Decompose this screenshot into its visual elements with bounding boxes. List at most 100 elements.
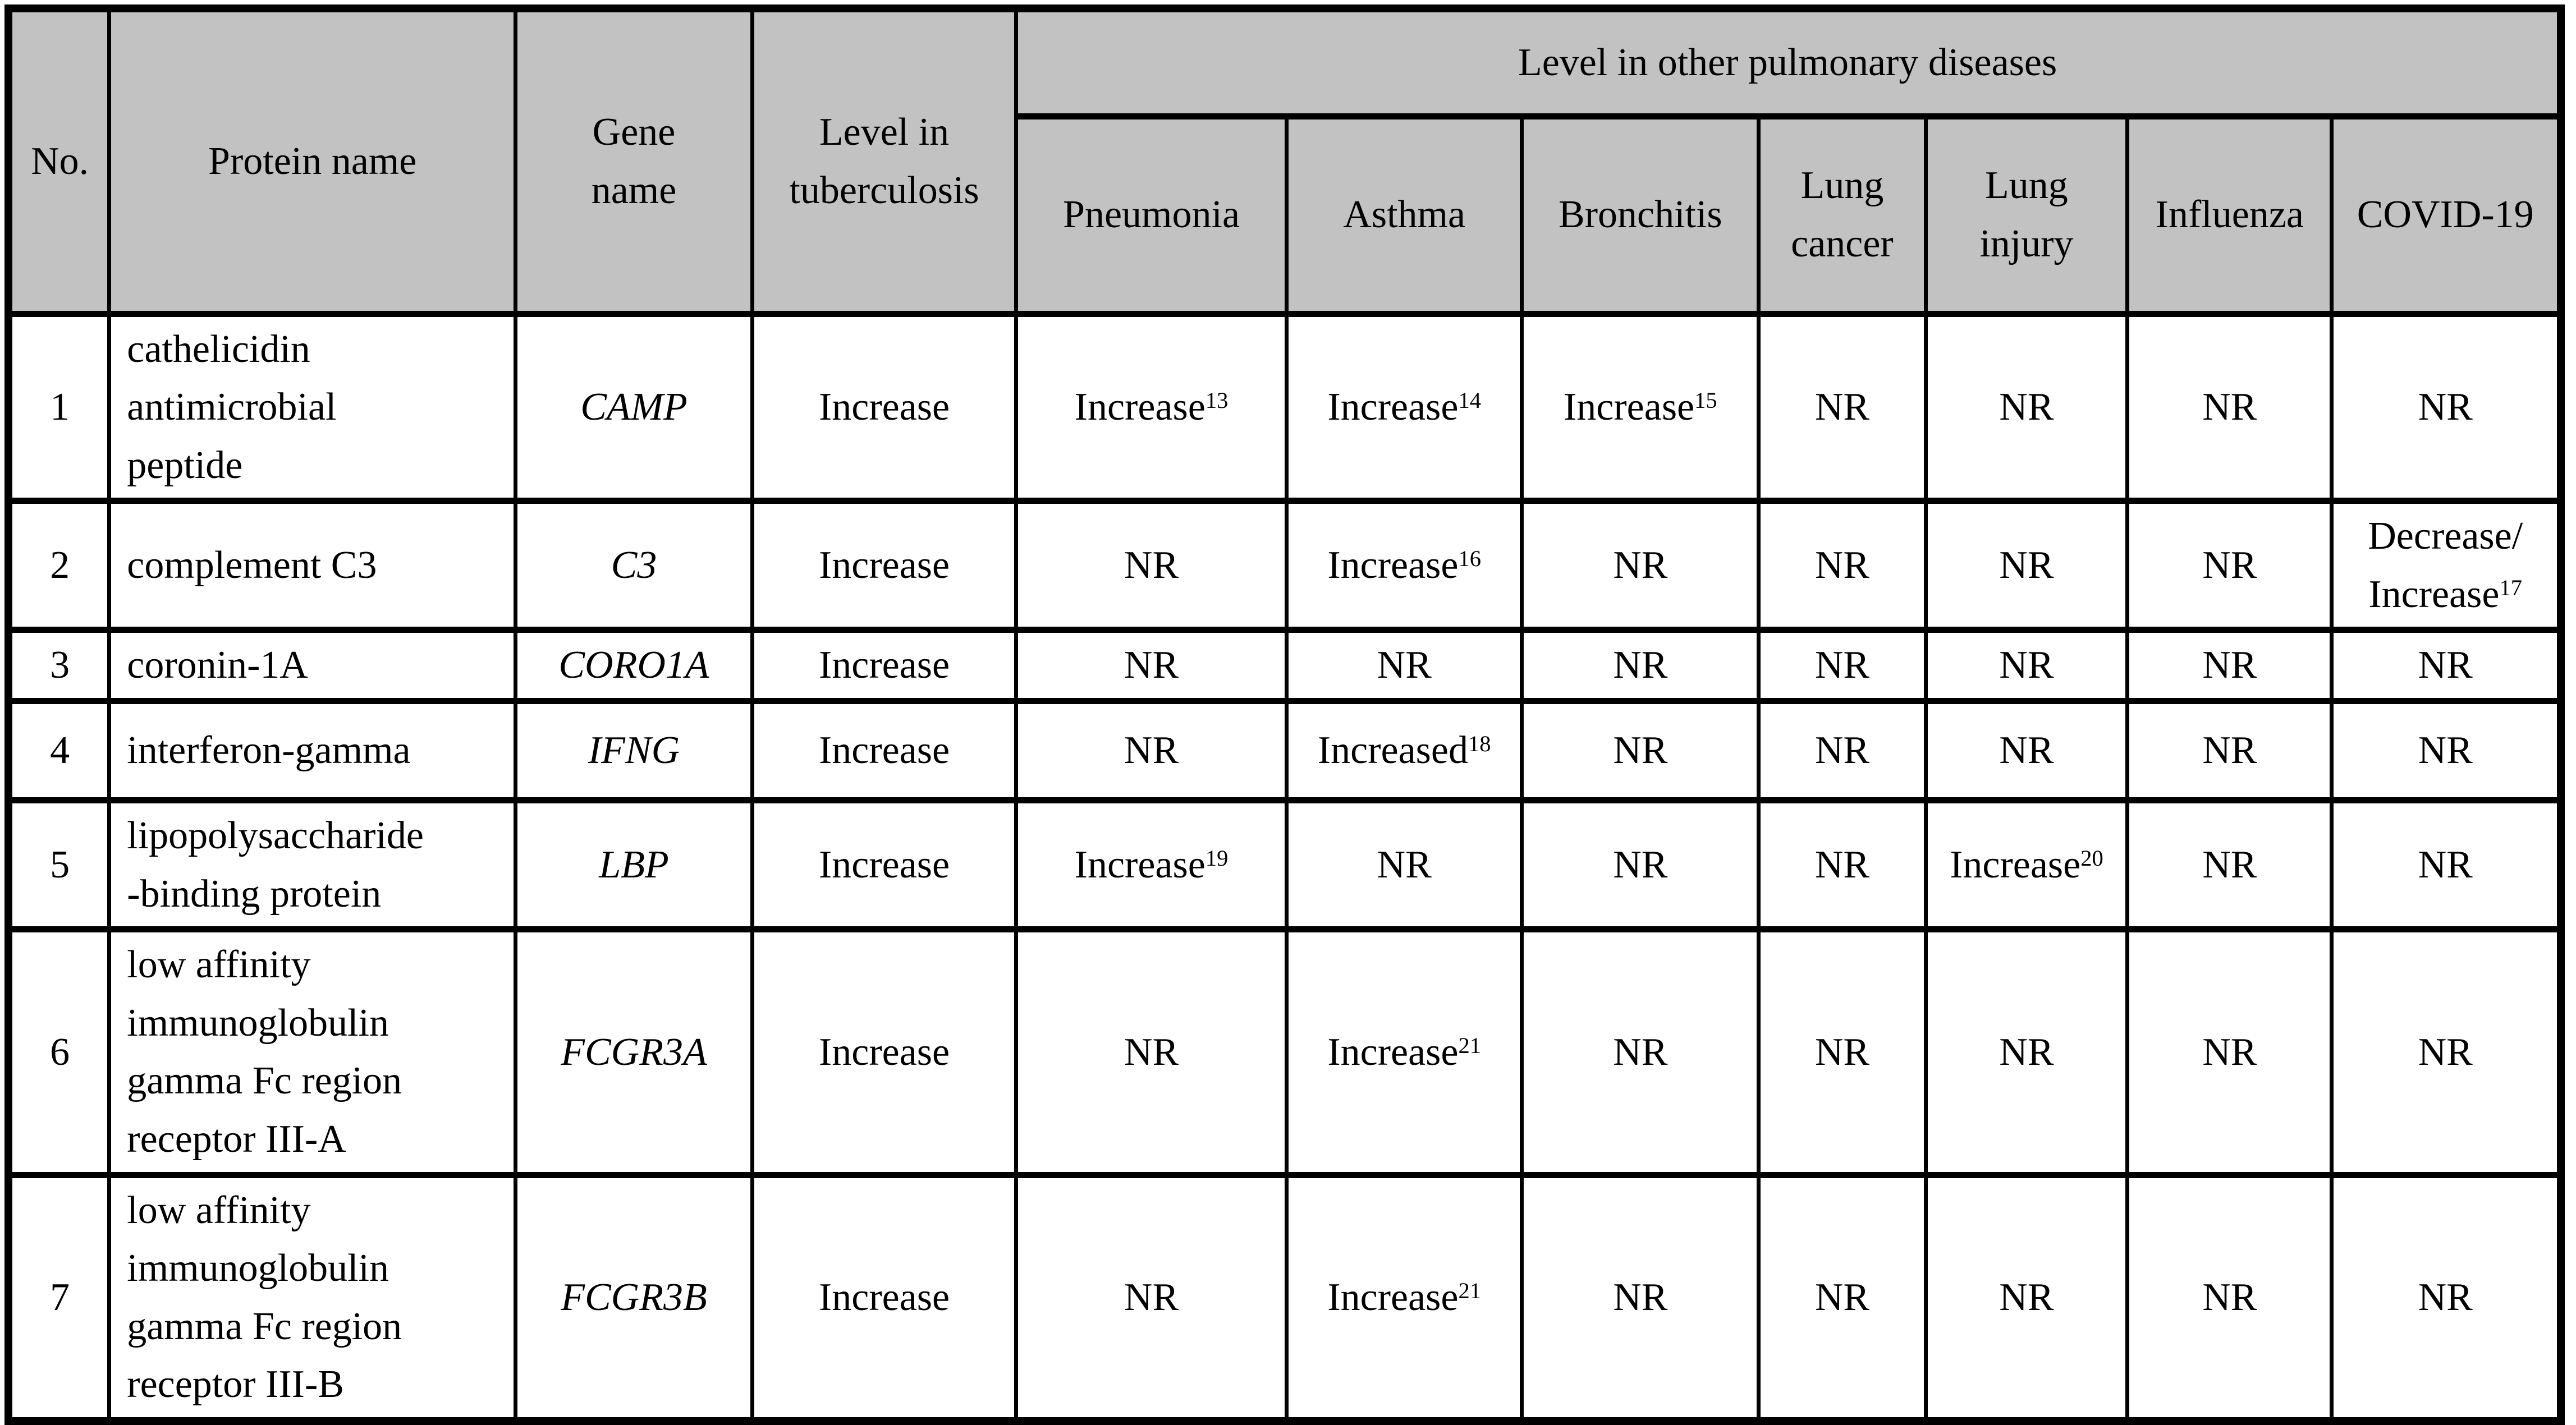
cell-no: 3 — [6, 627, 112, 705]
col-header-asthma: Asthma — [1284, 113, 1524, 317]
cell-pneumonia: NR — [1014, 926, 1289, 1178]
cell-gene-name: FCGR3B — [514, 1171, 754, 1424]
cell-gene-name: CAMP — [514, 310, 754, 504]
cell-no: 6 — [6, 926, 112, 1178]
cell-influenza: NR — [2125, 926, 2334, 1178]
cell-lung-cancer: NR — [1757, 698, 1928, 804]
cell-pneumonia: Increase13 — [1014, 310, 1289, 504]
cell-protein-name: lipopolysaccharide -binding protein — [107, 797, 518, 933]
col-header-no: No. — [6, 5, 112, 317]
reference-superscript: 14 — [1458, 387, 1482, 413]
cell-lung-injury: NR — [1923, 498, 2130, 633]
cell-pneumonia: NR — [1014, 698, 1289, 804]
protein-biomarker-table: No. Protein name Gene name Level in tube… — [4, 4, 2565, 1425]
cell-bronchitis: NR — [1520, 698, 1761, 804]
cell-level-in-tuberculosis: Increase — [750, 698, 1019, 804]
cell-lung-injury: NR — [1923, 1171, 2130, 1424]
cell-influenza: NR — [2125, 310, 2334, 504]
reference-superscript: 16 — [1458, 545, 1482, 571]
col-header-covid-19: COVID-19 — [2330, 113, 2563, 317]
cell-covid-19: NR — [2330, 698, 2563, 804]
reference-superscript: 20 — [2080, 845, 2103, 871]
cell-covid-19: NR — [2330, 797, 2563, 933]
cell-lung-injury: NR — [1923, 627, 2130, 705]
col-header-level-in-tuberculosis: Level in tuberculosis — [750, 5, 1019, 317]
col-header-pneumonia: Pneumonia — [1014, 113, 1289, 317]
cell-pneumonia: NR — [1014, 1171, 1289, 1424]
cell-lung-cancer: NR — [1757, 926, 1928, 1178]
cell-bronchitis: NR — [1520, 926, 1761, 1178]
cell-lung-injury: NR — [1923, 310, 2130, 504]
cell-covid-19: NR — [2330, 310, 2563, 504]
cell-asthma: Increase16 — [1284, 498, 1524, 633]
cell-protein-name: cathelicidin antimicrobial peptide — [107, 310, 518, 504]
cell-covid-19: NR — [2330, 926, 2563, 1178]
cell-lung-cancer: NR — [1757, 627, 1928, 705]
cell-covid-19: Decrease/Increase17 — [2330, 498, 2563, 633]
reference-superscript: 21 — [1458, 1277, 1482, 1303]
cell-gene-name: C3 — [514, 498, 754, 633]
cell-level-in-tuberculosis: Increase — [750, 627, 1019, 705]
table-row: 5 lipopolysaccharide -binding protein LBP I… — [6, 797, 2563, 933]
cell-protein-name: low affinity immunoglobulin gamma Fc reg… — [107, 926, 518, 1178]
cell-asthma: Increase14 — [1284, 310, 1524, 504]
table-row: 2 complement C3 C3 Increase NR Increase16 NR NR… — [6, 498, 2563, 633]
cell-gene-name: CORO1A — [514, 627, 754, 705]
table-body: 1 cathelicidin antimicrobial peptide CAMP I… — [6, 310, 2563, 1424]
cell-no: 1 — [6, 310, 112, 504]
cell-no: 2 — [6, 498, 112, 633]
cell-gene-name: IFNG — [514, 698, 754, 804]
cell-no: 7 — [6, 1171, 112, 1424]
cell-level-in-tuberculosis: Increase — [750, 926, 1019, 1178]
cell-influenza: NR — [2125, 698, 2334, 804]
cell-bronchitis: Increase15 — [1520, 310, 1761, 504]
cell-influenza: NR — [2125, 1171, 2334, 1424]
cell-level-in-tuberculosis: Increase — [750, 310, 1019, 504]
cell-asthma: NR — [1284, 627, 1524, 705]
col-header-protein-name: Protein name — [107, 5, 518, 317]
header-row-diseases: Pneumonia Asthma Bronchitis Lung cancer … — [8, 113, 2563, 317]
cell-lung-cancer: NR — [1757, 498, 1928, 633]
cell-level-in-tuberculosis: Increase — [750, 1171, 1019, 1424]
col-header-influenza: Influenza — [2125, 113, 2334, 317]
cell-influenza: NR — [2125, 797, 2334, 933]
cell-pneumonia: NR — [1014, 627, 1289, 705]
cell-lung-cancer: NR — [1757, 1171, 1928, 1424]
reference-superscript: 13 — [1205, 387, 1229, 413]
cell-level-in-tuberculosis: Increase — [750, 498, 1019, 633]
reference-superscript: 21 — [1458, 1032, 1482, 1058]
cell-asthma: Increased18 — [1284, 698, 1524, 804]
header-row-group: No. Protein name Gene name Level in tube… — [6, 5, 2563, 317]
cell-bronchitis: NR — [1520, 797, 1761, 933]
cell-gene-name: FCGR3A — [514, 926, 754, 1178]
cell-gene-name: LBP — [514, 797, 754, 933]
cell-asthma: NR — [1284, 797, 1524, 933]
cell-level-in-tuberculosis: Increase — [750, 797, 1019, 933]
cell-protein-name: low affinity immunoglobulin gamma Fc reg… — [107, 1171, 518, 1424]
cell-protein-name: interferon-gamma — [107, 698, 518, 804]
table-row: 4 interferon-gamma IFNG Increase NR Increased… — [6, 698, 2563, 804]
cell-asthma: Increase21 — [1284, 926, 1524, 1178]
cell-lung-cancer: NR — [1757, 797, 1928, 933]
cell-lung-injury: NR — [1923, 926, 2130, 1178]
table-row: 6 low affinity immunoglobulin gamma Fc re… — [6, 926, 2563, 1178]
cell-influenza: NR — [2125, 627, 2334, 705]
cell-protein-name: complement C3 — [107, 498, 518, 633]
col-header-gene-name: Gene name — [514, 5, 754, 317]
cell-pneumonia: Increase19 — [1014, 797, 1289, 933]
reference-superscript: 18 — [1468, 731, 1491, 757]
cell-influenza: NR — [2125, 498, 2334, 633]
table-row: 3 coronin-1A CORO1A Increase NR NR NR NR NR NR NR — [6, 627, 2563, 705]
cell-pneumonia: NR — [1014, 498, 1289, 633]
reference-superscript: 15 — [1694, 387, 1717, 413]
cell-protein-name: coronin-1A — [107, 627, 518, 705]
table-header: No. Protein name Gene name Level in tube… — [6, 5, 2563, 317]
cell-lung-injury: NR — [1923, 698, 2130, 804]
col-header-lung-injury: Lung injury — [1923, 113, 2130, 317]
cell-bronchitis: NR — [1520, 498, 1761, 633]
cell-covid-19: NR — [2330, 627, 2563, 705]
table-row: 1 cathelicidin antimicrobial peptide CAMP I… — [6, 310, 2563, 504]
reference-superscript: 19 — [1205, 845, 1229, 871]
reference-superscript: 17 — [2499, 574, 2523, 600]
col-header-bronchitis: Bronchitis — [1520, 113, 1761, 317]
